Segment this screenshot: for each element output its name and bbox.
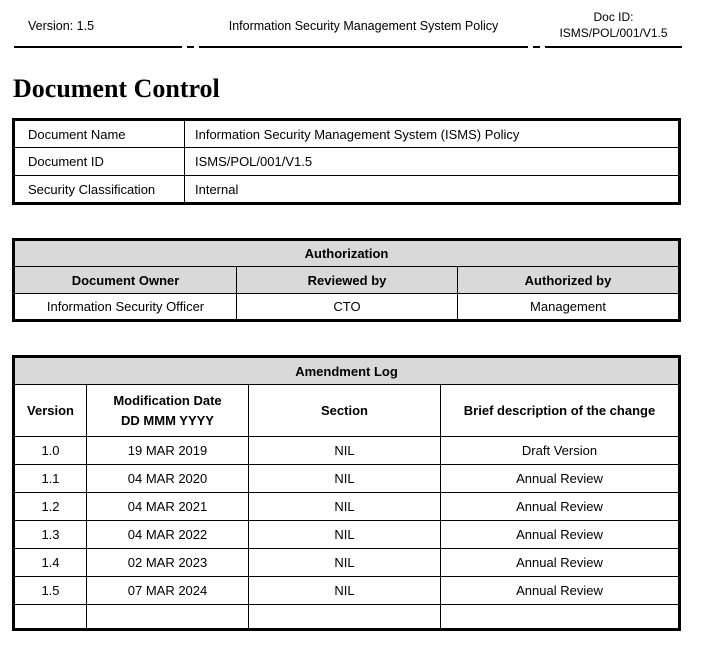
- table-header-row: Version Modification Date DD MMM YYYY Se…: [13, 384, 680, 437]
- cell-description: Annual Review: [440, 492, 680, 521]
- cell-date: 07 MAR 2024: [86, 576, 249, 605]
- header-docid-cell: Doc ID: ISMS/POL/001/V1.5: [545, 6, 682, 48]
- document-info-table: Document Name Information Security Manag…: [12, 118, 681, 205]
- doc-id-label: Doc ID:: [593, 10, 634, 25]
- doc-info-label: Security Classification: [13, 175, 185, 204]
- column-header: Brief description of the change: [440, 384, 680, 437]
- amendment-log-table: Amendment Log Version Modification Date …: [12, 355, 681, 631]
- cell-section: NIL: [248, 520, 441, 549]
- cell-version: 1.1: [13, 464, 87, 493]
- cell-section: NIL: [248, 464, 441, 493]
- header-rule-dash: [187, 6, 194, 48]
- doc-info-label: Document ID: [13, 147, 185, 176]
- cell-section: NIL: [248, 576, 441, 605]
- table-row: Document ID ISMS/POL/001/V1.5: [13, 147, 680, 176]
- authorization-value: Management: [457, 293, 680, 321]
- table-row: 1.0 19 MAR 2019 NIL Draft Version: [13, 436, 680, 465]
- cell-version: 1.5: [13, 576, 87, 605]
- table-row: 1.4 02 MAR 2023 NIL Annual Review: [13, 548, 680, 577]
- cell-section: [248, 604, 441, 630]
- modification-date-header: Modification Date DD MMM YYYY: [88, 391, 248, 431]
- doc-info-value: Internal: [184, 175, 680, 204]
- cell-version: 1.4: [13, 548, 87, 577]
- doc-id-value: ISMS/POL/001/V1.5: [559, 26, 668, 40]
- column-header: Section: [248, 384, 441, 437]
- table-row: 1.3 04 MAR 2022 NIL Annual Review: [13, 520, 680, 549]
- table-row: 1.1 04 MAR 2020 NIL Annual Review: [13, 464, 680, 493]
- cell-description: Annual Review: [440, 576, 680, 605]
- table-row: 1.2 04 MAR 2021 NIL Annual Review: [13, 492, 680, 521]
- cell-version: 1.2: [13, 492, 87, 521]
- authorization-value: Information Security Officer: [13, 293, 237, 321]
- doc-info-label: Document Name: [13, 119, 185, 148]
- header-version: Version: 1.5: [28, 18, 95, 33]
- cell-version: 1.0: [13, 436, 87, 465]
- table-row: Amendment Log: [13, 356, 680, 385]
- table-row: [13, 604, 680, 630]
- column-header: Modification Date DD MMM YYYY: [86, 384, 249, 437]
- cell-description: Annual Review: [440, 520, 680, 549]
- doc-info-value: ISMS/POL/001/V1.5: [184, 147, 680, 176]
- column-header-line: Modification Date: [113, 392, 222, 408]
- authorization-title: Authorization: [13, 239, 680, 267]
- cell-section: NIL: [248, 548, 441, 577]
- authorization-table: Authorization Document Owner Reviewed by…: [12, 238, 681, 322]
- header-title-cell: Information Security Management System P…: [199, 6, 528, 48]
- cell-version: 1.3: [13, 520, 87, 549]
- cell-date: 02 MAR 2023: [86, 548, 249, 577]
- cell-section: NIL: [248, 492, 441, 521]
- table-row: Document Owner Reviewed by Authorized by: [13, 266, 680, 294]
- cell-version: [13, 604, 87, 630]
- cell-description: Annual Review: [440, 464, 680, 493]
- cell-date: [86, 604, 249, 630]
- column-header: Authorized by: [457, 266, 680, 294]
- page-header: Version: 1.5 Information Security Manage…: [14, 6, 682, 48]
- cell-description: Draft Version: [440, 436, 680, 465]
- authorization-value: CTO: [236, 293, 458, 321]
- cell-section: NIL: [248, 436, 441, 465]
- column-header: Reviewed by: [236, 266, 458, 294]
- header-rule-dash: [533, 6, 540, 48]
- cell-date: 04 MAR 2020: [86, 464, 249, 493]
- amendment-log-title: Amendment Log: [13, 356, 680, 385]
- cell-date: 19 MAR 2019: [86, 436, 249, 465]
- table-row: Document Name Information Security Manag…: [13, 119, 680, 148]
- table-row: Security Classification Internal: [13, 175, 680, 204]
- table-row: Authorization: [13, 239, 680, 267]
- header-doc-title: Information Security Management System P…: [228, 18, 499, 33]
- doc-info-value: Information Security Management System (…: [184, 119, 680, 148]
- column-header: Version: [13, 384, 87, 437]
- column-header-line: DD MMM YYYY: [121, 412, 214, 428]
- table-row: 1.5 07 MAR 2024 NIL Annual Review: [13, 576, 680, 605]
- page-title: Document Control: [13, 74, 220, 103]
- cell-date: 04 MAR 2021: [86, 492, 249, 521]
- header-version-cell: Version: 1.5: [14, 6, 182, 48]
- cell-description: Annual Review: [440, 548, 680, 577]
- cell-description: [440, 604, 680, 630]
- column-header: Document Owner: [13, 266, 237, 294]
- cell-date: 04 MAR 2022: [86, 520, 249, 549]
- table-row: Information Security Officer CTO Managem…: [13, 293, 680, 321]
